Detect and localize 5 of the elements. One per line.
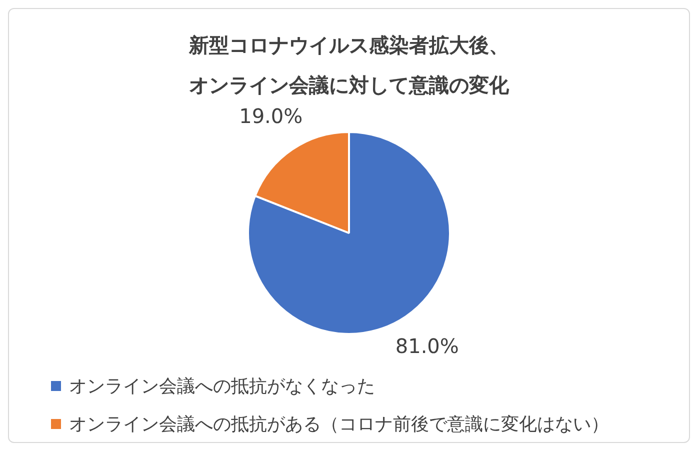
data-label: 19.0%: [239, 104, 303, 128]
legend-label: オンライン会議への抵抗がなくなった: [69, 375, 375, 398]
data-label: 81.0%: [395, 334, 459, 358]
legend-label: オンライン会議への抵抗がある（コロナ前後で意識に変化はない）: [69, 413, 609, 436]
chart-title: 新型コロナウイルス感染者拡大後、オンライン会議に対して意識の変化: [188, 32, 510, 99]
